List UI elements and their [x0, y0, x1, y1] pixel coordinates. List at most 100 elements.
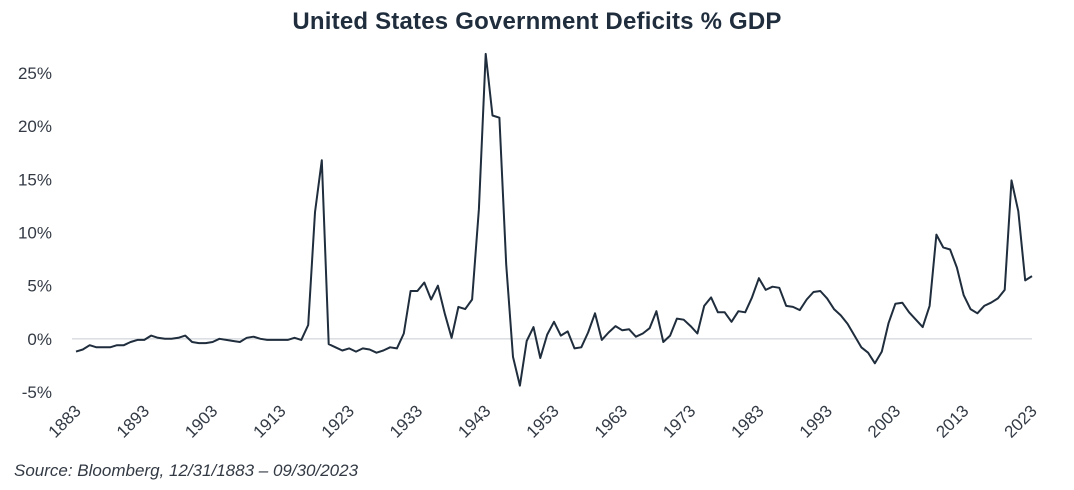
y-tick-label: -5% [22, 383, 52, 402]
data-point [294, 337, 296, 339]
data-point [416, 290, 418, 292]
data-point [1031, 275, 1033, 277]
data-point [696, 333, 698, 335]
data-point [410, 290, 412, 292]
data-point [137, 339, 139, 341]
data-point [164, 338, 166, 340]
data-point [813, 291, 815, 293]
source-note: Source: Bloomberg, 12/31/1883 – 09/30/20… [14, 461, 359, 480]
data-point [649, 327, 651, 329]
x-tick-label: 2003 [864, 401, 904, 441]
data-point [109, 346, 111, 348]
data-point [854, 335, 856, 337]
data-point [949, 249, 951, 251]
data-point [601, 339, 603, 341]
data-point [478, 208, 480, 210]
data-point [976, 312, 978, 314]
x-tick-label: 1943 [454, 401, 494, 441]
data-point [1011, 179, 1013, 181]
data-point [382, 350, 384, 352]
data-point [963, 294, 965, 296]
data-point [150, 335, 152, 337]
data-point [205, 342, 207, 344]
x-tick-label: 2023 [1001, 401, 1041, 441]
data-point [423, 282, 425, 284]
data-point [212, 341, 214, 343]
data-point [758, 277, 760, 279]
data-point [669, 335, 671, 337]
data-point [710, 296, 712, 298]
data-point [464, 308, 466, 310]
data-point [553, 321, 555, 323]
data-point [225, 339, 227, 341]
data-points [75, 53, 1033, 387]
x-tick-label: 2013 [932, 401, 972, 441]
data-point [259, 338, 261, 340]
data-point [335, 346, 337, 348]
x-tick-label: 1973 [659, 401, 699, 441]
data-point [935, 234, 937, 236]
data-point [778, 287, 780, 289]
data-point [437, 285, 439, 287]
data-point [266, 339, 268, 341]
x-tick-label: 1893 [113, 401, 153, 441]
data-point [239, 341, 241, 343]
data-point [990, 302, 992, 304]
data-point [1024, 279, 1026, 281]
data-point [300, 339, 302, 341]
data-point [676, 318, 678, 320]
data-point [737, 310, 739, 312]
data-point [1017, 210, 1019, 212]
data-point [690, 325, 692, 327]
data-point [908, 311, 910, 313]
data-point [772, 286, 774, 288]
data-point [526, 340, 528, 342]
data-point [580, 346, 582, 348]
data-point [683, 319, 685, 321]
data-point [369, 349, 371, 351]
data-point [512, 356, 514, 358]
data-point [635, 336, 637, 338]
y-tick-label: 15% [18, 170, 52, 189]
data-point [321, 159, 323, 161]
data-point [498, 117, 500, 119]
data-point [860, 346, 862, 348]
x-tick-label: 1963 [591, 401, 631, 441]
data-point [546, 334, 548, 336]
data-point [389, 346, 391, 348]
data-point [519, 385, 521, 387]
data-point [751, 296, 753, 298]
data-point [82, 349, 84, 351]
data-point [874, 362, 876, 364]
data-point [157, 337, 159, 339]
data-point [102, 346, 104, 348]
data-point [471, 299, 473, 301]
data-point [560, 335, 562, 337]
data-point [942, 246, 944, 248]
data-point [662, 341, 664, 343]
x-tick-label: 1983 [728, 401, 768, 441]
deficit-series-line [75, 52, 1033, 387]
data-point [867, 352, 869, 354]
data-point [881, 351, 883, 353]
data-point [888, 322, 890, 324]
data-point [485, 53, 487, 55]
x-tick-label: 1913 [250, 401, 290, 441]
data-point [492, 115, 494, 117]
data-point [792, 306, 794, 308]
data-point [826, 297, 828, 299]
data-point [724, 311, 726, 313]
data-point [744, 311, 746, 313]
data-point [922, 326, 924, 328]
data-point [191, 341, 193, 343]
data-point [171, 338, 173, 340]
deficit-line-chart: 25% 20% 15% 10% 5% 0% -5% 1883 1893 1903 1913 1923… [18, 52, 1041, 442]
y-tick-label: 5% [27, 277, 52, 296]
y-tick-label: 25% [18, 64, 52, 83]
data-point [539, 357, 541, 359]
data-point [847, 323, 849, 325]
data-point [806, 299, 808, 301]
chart-title: United States Government Deficits % GDP [292, 8, 782, 35]
data-point [280, 339, 282, 341]
data-point [1004, 289, 1006, 291]
